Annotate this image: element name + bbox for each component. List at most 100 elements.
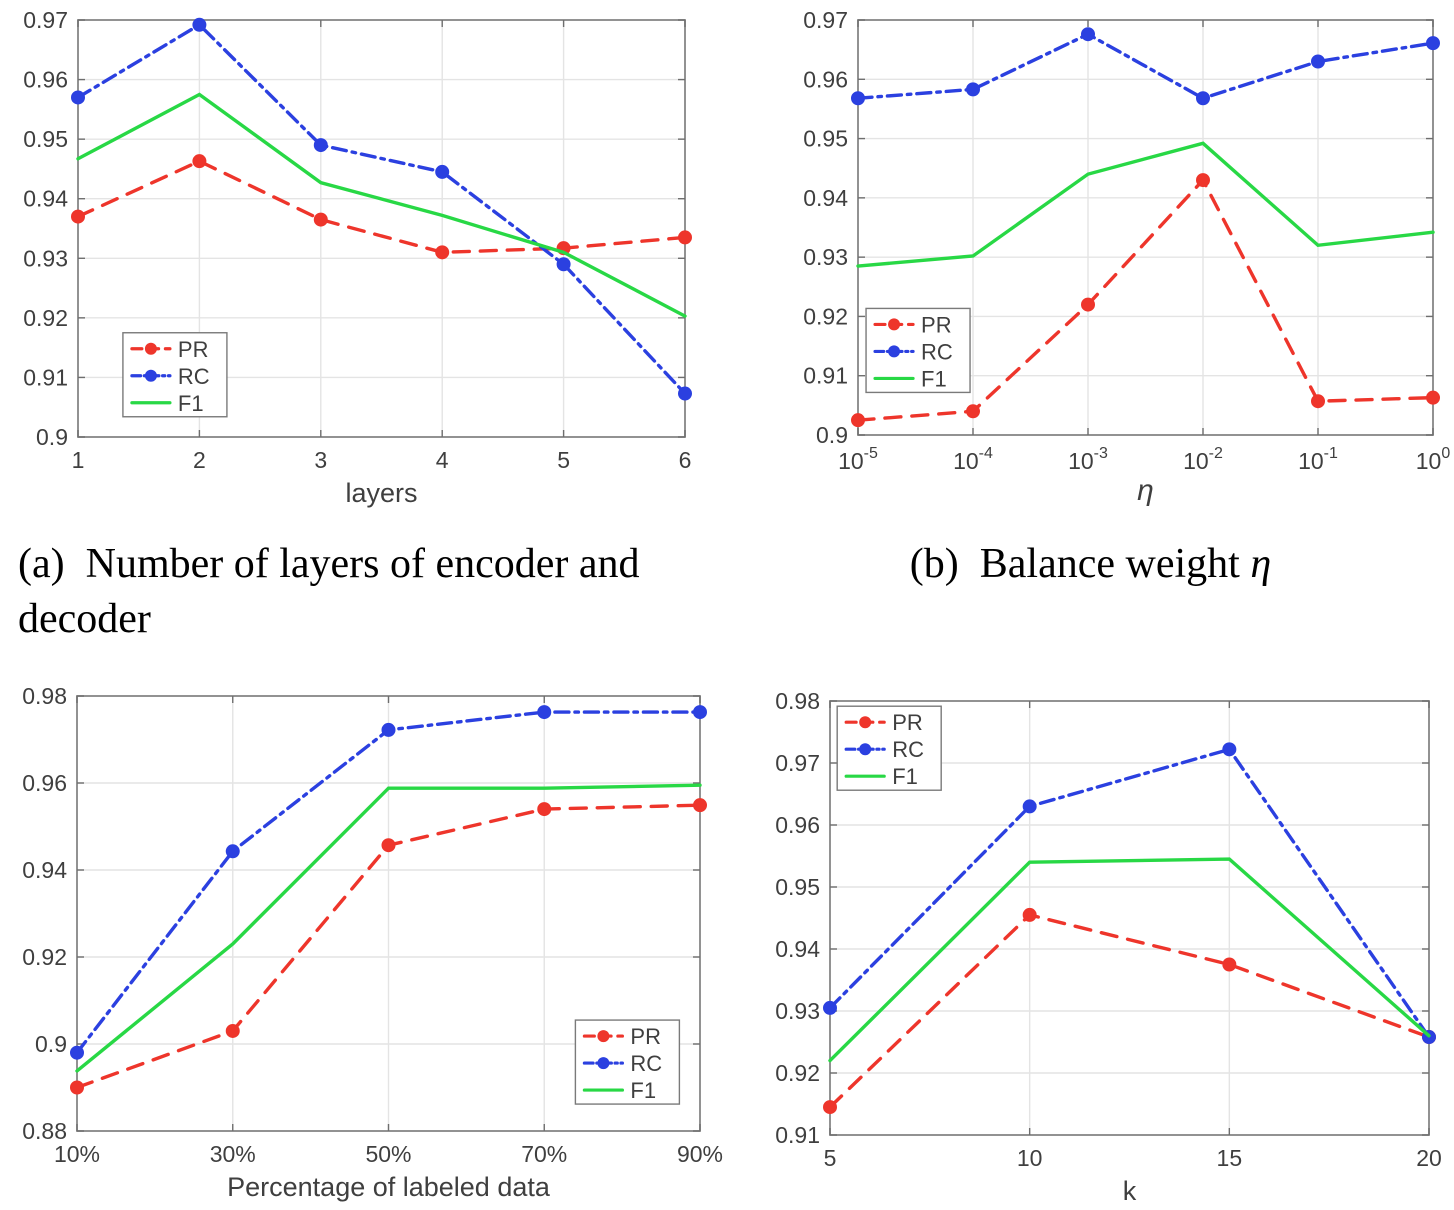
data-point-PR [1081, 297, 1095, 312]
x-tick-label: 20 [1416, 1145, 1442, 1171]
data-point-RC [313, 138, 328, 153]
legend-label-F1: F1 [630, 1078, 656, 1103]
data-point-RC [1311, 54, 1325, 69]
legend-sample-marker-RC [859, 743, 872, 756]
y-tick-label: 0.98 [22, 683, 67, 709]
legend-sample-marker-PR [888, 318, 901, 331]
caption-a: (a) Number of layers of encoder and deco… [18, 541, 651, 643]
x-tick-label: 90% [677, 1141, 723, 1167]
y-tick-label: 0.94 [803, 185, 848, 211]
x-tick-label: 3 [314, 447, 327, 473]
x-axis-label: k [1123, 1176, 1137, 1206]
data-point-PR [966, 404, 980, 419]
x-axis-label: Percentage of labeled data [227, 1172, 551, 1202]
y-tick-label: 0.92 [775, 1060, 820, 1086]
series-line-PR [76, 159, 687, 255]
chart-b-balance-weight: 0.9 0.91 0.92 0.93 0.94 0.95 0.96 0.97 10-5 10-4 1… [727, 0, 1454, 523]
chart-a-layers: 0.9 0.91 0.92 0.93 0.94 0.95 0.96 0.97 1 2 3 4 5 6 lay… [0, 0, 727, 523]
caption-b: (b) Balance weight η [727, 523, 1454, 671]
x-tick-label: 100 [1416, 445, 1451, 474]
data-point-RC [693, 705, 707, 720]
data-point-RC [823, 1000, 837, 1015]
legend-sample-marker-RC [144, 369, 157, 382]
data-point-PR [192, 154, 207, 169]
x-tick-label: 10-4 [953, 445, 993, 474]
series-line-F1 [76, 92, 687, 318]
y-tick-label: 0.96 [775, 812, 820, 838]
data-point-RC [70, 1045, 84, 1060]
series-line-PR [856, 177, 1435, 422]
data-point-RC [435, 164, 450, 179]
y-tick-label: 0.95 [775, 874, 820, 900]
data-point-RC [381, 722, 396, 737]
data-point-PR [381, 838, 396, 853]
y-tick-label: 0.91 [775, 1122, 820, 1148]
x-tick-label: 50% [365, 1141, 411, 1167]
x-tick-label: 5 [824, 1145, 837, 1171]
series-line-RC [856, 32, 1435, 101]
data-point-PR [1426, 390, 1440, 405]
y-tick-label: 0.98 [775, 688, 820, 714]
data-point-RC [192, 17, 207, 32]
x-tick-label: 10-5 [838, 445, 878, 474]
data-point-PR [693, 798, 707, 813]
series-line-RC [76, 22, 687, 396]
y-tick-label: 0.96 [23, 67, 68, 93]
legend-label-PR: PR [892, 710, 923, 735]
y-tick-label: 0.97 [803, 7, 848, 33]
series-line-F1 [75, 783, 702, 1073]
chart-d-canvas: 0.91 0.92 0.93 0.94 0.95 0.96 0.97 0.98 5 10 15 20 k… [775, 688, 1442, 1206]
y-tick-label: 0.9 [35, 1031, 67, 1057]
data-point-PR [71, 209, 85, 224]
data-point-RC [966, 82, 980, 97]
data-point-RC [851, 91, 865, 106]
data-point-RC [537, 705, 552, 720]
series-line-F1 [828, 857, 1431, 1063]
legend-label-RC: RC [178, 364, 210, 389]
data-point-RC [71, 90, 85, 105]
y-tick-label: 0.94 [23, 186, 68, 212]
y-tick-label: 0.96 [22, 770, 67, 796]
x-tick-label: 10% [54, 1141, 100, 1167]
legend-sample-marker-PR [597, 1030, 610, 1043]
legend-label-RC: RC [921, 339, 953, 364]
y-tick-label: 0.92 [22, 944, 67, 970]
legend-label-PR: PR [178, 337, 209, 362]
data-point-PR [1222, 957, 1237, 972]
x-tick-label: 4 [436, 447, 449, 473]
chart-c-labeled-data: 0.88 0.9 0.92 0.94 0.96 0.98 10% 30% 50% 70% 90% Pe… [0, 671, 727, 1210]
y-tick-label: 0.97 [23, 7, 68, 33]
legend-sample-marker-RC [888, 345, 901, 358]
legend-sample-marker-PR [859, 716, 872, 729]
legend-label-PR: PR [630, 1024, 661, 1049]
y-tick-label: 0.93 [775, 998, 820, 1024]
data-point-PR [537, 802, 552, 817]
series-line-RC [828, 747, 1431, 1039]
y-tick-label: 0.95 [803, 126, 848, 152]
x-tick-label: 10-3 [1068, 445, 1108, 474]
y-tick-label: 0.88 [22, 1118, 67, 1144]
axis-box [77, 19, 686, 438]
legend-label-F1: F1 [178, 391, 204, 416]
axis-box [829, 700, 1430, 1136]
data-point-RC [225, 844, 240, 859]
y-tick-label: 0.91 [23, 364, 68, 390]
x-tick-label: 10 [1017, 1145, 1043, 1171]
legend-label-PR: PR [921, 312, 952, 337]
legend-label-RC: RC [630, 1051, 662, 1076]
chart-b-canvas: 0.9 0.91 0.92 0.93 0.94 0.95 0.96 0.97 10-5 10-4 1… [803, 7, 1451, 507]
x-axis-label: layers [345, 478, 417, 508]
data-point-PR [678, 230, 692, 245]
chart-c-canvas: 0.88 0.9 0.92 0.94 0.96 0.98 10% 30% 50% 70% 90% Pe… [22, 683, 723, 1202]
legend-label-F1: F1 [892, 764, 918, 789]
y-tick-label: 0.92 [23, 305, 68, 331]
x-axis-label: η [1137, 474, 1154, 507]
data-point-PR [70, 1080, 84, 1095]
caption-b-eta-symbol: η [1250, 541, 1272, 587]
y-tick-label: 0.94 [775, 936, 820, 962]
x-tick-label: 5 [557, 447, 570, 473]
y-tick-label: 0.96 [803, 66, 848, 92]
legend-label-RC: RC [892, 737, 924, 762]
y-tick-label: 0.97 [775, 750, 820, 776]
data-point-RC [678, 386, 692, 401]
